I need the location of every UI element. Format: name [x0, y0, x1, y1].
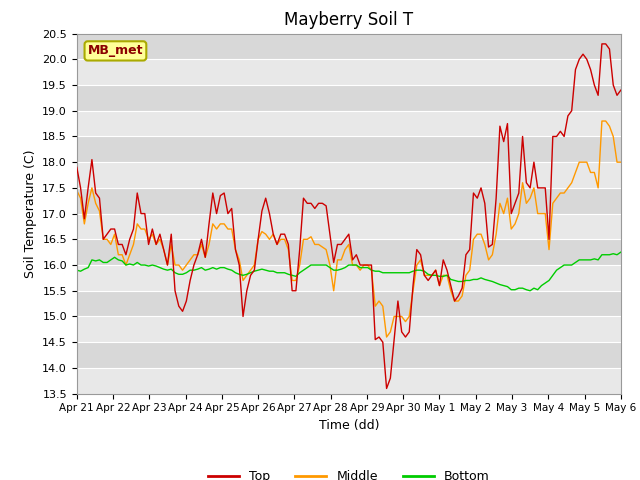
Y-axis label: Soil Temperature (C): Soil Temperature (C) [24, 149, 36, 278]
Top [504, 121, 511, 127]
Top [583, 57, 591, 62]
Bottom [617, 249, 625, 255]
Bar [77, 111, 621, 136]
Middle [73, 188, 81, 193]
Line: Top: Top [77, 44, 621, 388]
Bar [77, 136, 621, 162]
Top [77, 185, 84, 191]
Bottom [526, 288, 534, 294]
Bar [77, 316, 621, 342]
Bar [77, 342, 621, 368]
Top [73, 165, 81, 170]
Bottom [387, 270, 394, 276]
Middle [383, 334, 390, 340]
Middle [488, 252, 496, 258]
X-axis label: Time (dd): Time (dd) [319, 419, 379, 432]
Bar [77, 368, 621, 394]
Bar [77, 214, 621, 240]
Bar [77, 34, 621, 60]
Middle [504, 195, 511, 201]
Middle [598, 118, 605, 124]
Bar [77, 240, 621, 265]
Bar [77, 291, 621, 316]
Top [383, 385, 390, 391]
Bottom [583, 257, 591, 263]
Middle [390, 313, 398, 319]
Top [99, 237, 107, 242]
Bar [77, 162, 621, 188]
Bottom [73, 267, 81, 273]
Middle [583, 159, 591, 165]
Title: Mayberry Soil T: Mayberry Soil T [284, 11, 413, 29]
Bar [77, 85, 621, 111]
Bottom [77, 268, 84, 274]
Text: MB_met: MB_met [88, 44, 143, 58]
Line: Middle: Middle [77, 121, 621, 337]
Top [488, 241, 496, 247]
Middle [77, 195, 84, 201]
Bottom [99, 260, 107, 265]
Bar [77, 60, 621, 85]
Middle [617, 159, 625, 165]
Bar [77, 265, 621, 291]
Legend: Top, Middle, Bottom: Top, Middle, Bottom [203, 465, 495, 480]
Top [598, 41, 605, 47]
Bar [77, 188, 621, 214]
Top [617, 87, 625, 93]
Top [390, 337, 398, 343]
Bottom [500, 283, 508, 288]
Line: Bottom: Bottom [77, 252, 621, 291]
Bottom [484, 277, 492, 283]
Middle [99, 237, 107, 242]
